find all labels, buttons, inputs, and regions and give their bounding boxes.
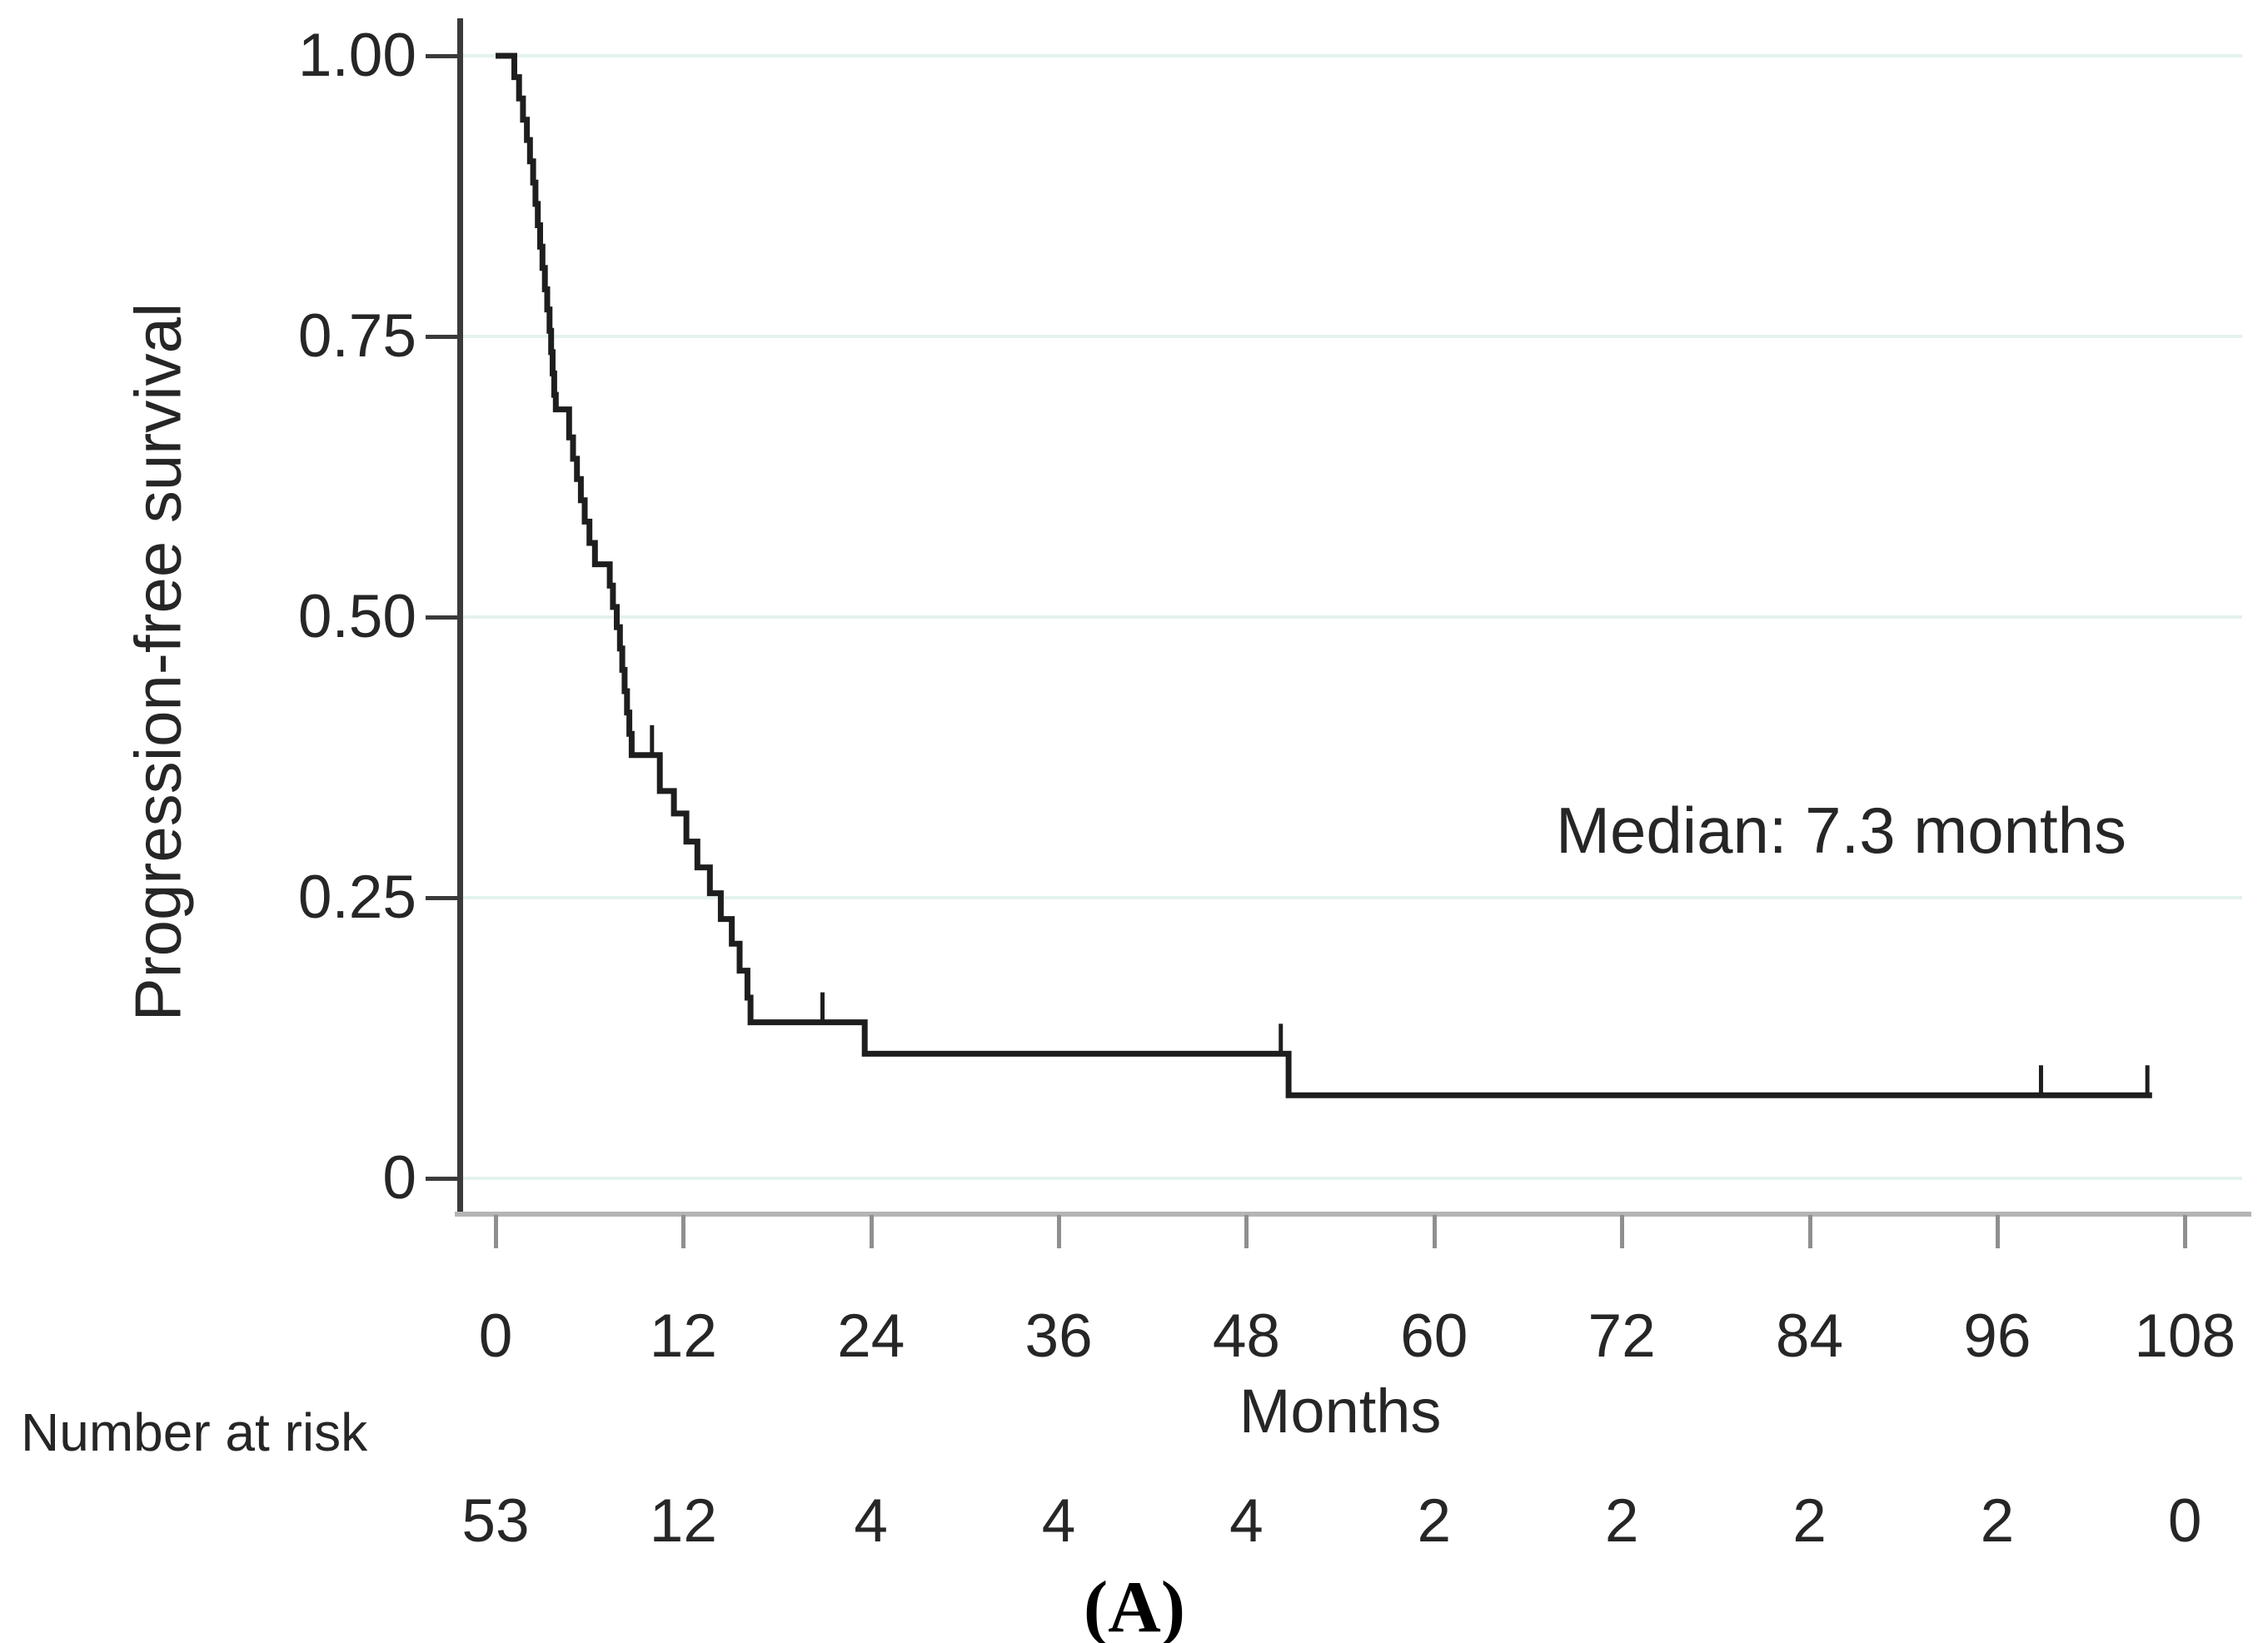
number-at-risk-header: Number at risk [21,1402,368,1462]
x-tick [2183,1215,2188,1248]
risk-count: 0 [2167,1487,2202,1555]
gridline [463,1177,2242,1180]
y-tick-label: 0.25 [297,864,416,931]
y-tick-label: 1.00 [297,22,416,89]
x-tick-label: 24 [837,1302,905,1370]
x-tick-label: 36 [1024,1302,1093,1370]
risk-count: 53 [461,1487,530,1555]
median-annotation: Median: 7.3 months [1556,794,2127,867]
risk-count: 2 [1604,1487,1639,1555]
x-tick-label: 96 [1963,1302,2031,1370]
x-tick-label: 12 [649,1302,717,1370]
x-tick [869,1215,874,1248]
km-step-curve [496,52,2152,1098]
risk-count: 2 [1980,1487,2015,1555]
x-tick-label: 108 [2134,1302,2236,1370]
y-tick-label: 0.50 [297,583,416,650]
x-tick [1807,1215,1812,1248]
gridline [463,335,2242,338]
x-axis-title: Months [1239,1377,1442,1446]
x-tick [681,1215,686,1248]
x-tick [1995,1215,2000,1248]
x-tick [1057,1215,1062,1248]
risk-count: 4 [854,1487,889,1555]
x-tick [1620,1215,1625,1248]
y-tick [426,335,460,339]
y-axis-line [457,18,463,1216]
x-tick [1244,1215,1249,1248]
y-tick [426,1177,460,1181]
y-tick [426,615,460,620]
y-tick-label: 0 [382,1144,416,1212]
x-tick-label: 60 [1400,1302,1468,1370]
x-tick-label: 48 [1212,1302,1281,1370]
risk-count: 2 [1417,1487,1452,1555]
gridline [463,54,2242,57]
x-tick-label: 0 [478,1302,513,1370]
censor-tick-marks [650,724,2150,1094]
y-tick [426,54,460,58]
x-tick-label: 84 [1775,1302,1844,1370]
gridline [463,896,2242,899]
risk-count: 4 [1041,1487,1076,1555]
risk-count: 4 [1229,1487,1264,1555]
y-axis-title: Progression-free survival [121,302,195,1022]
risk-count: 2 [1792,1487,1827,1555]
x-tick [1432,1215,1437,1248]
risk-count: 12 [649,1487,717,1555]
x-axis-line [455,1212,2251,1217]
x-tick-label: 72 [1588,1302,1656,1370]
y-tick-label: 0.75 [297,302,416,370]
y-tick [426,896,460,900]
gridline [463,615,2242,619]
panel-label: (A) [1083,1567,1186,1643]
x-tick [494,1215,498,1248]
